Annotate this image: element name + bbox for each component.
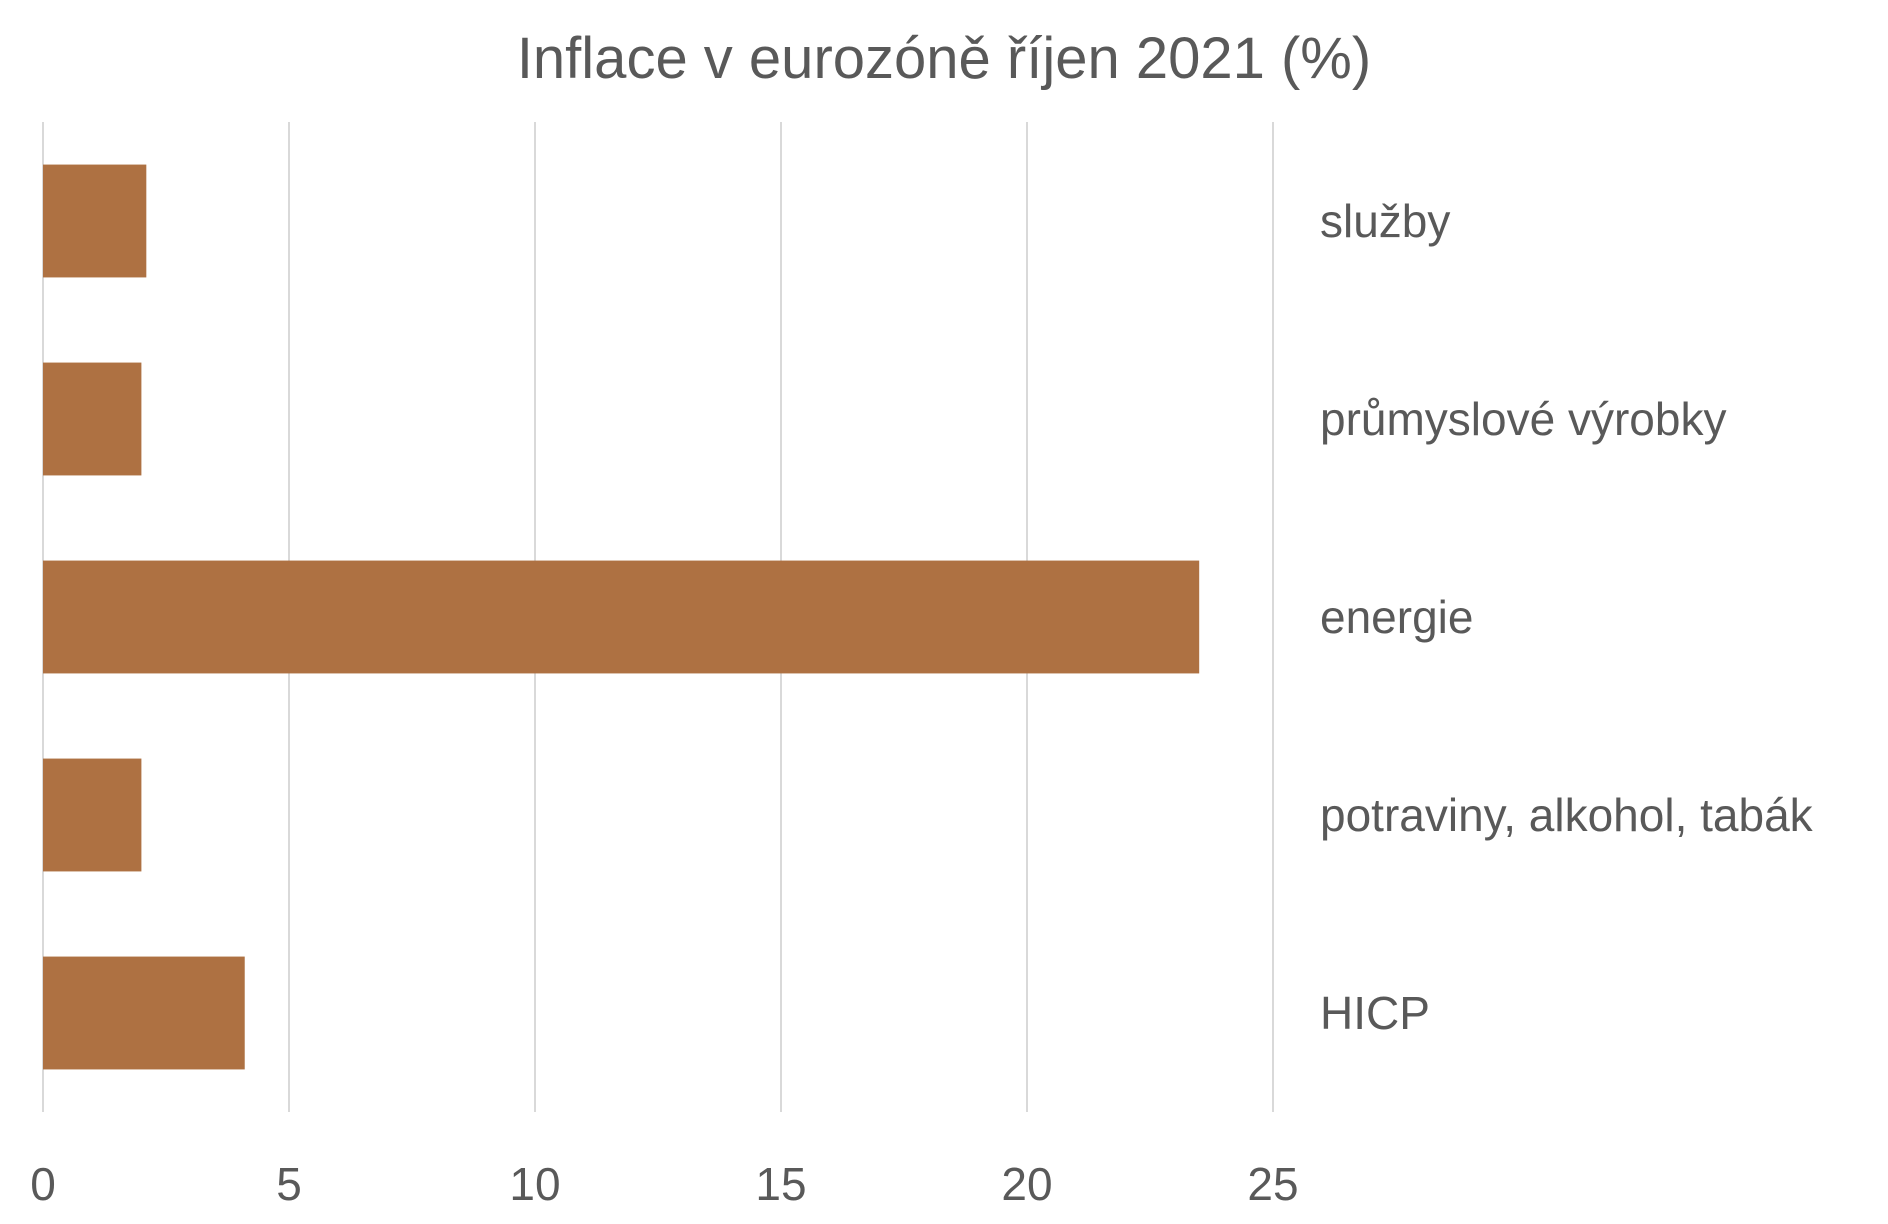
bar — [43, 164, 147, 278]
x-tick-label: 25 — [1247, 1158, 1298, 1210]
category-label: potraviny, alkohol, tabák — [1320, 789, 1814, 841]
category-label: HICP — [1320, 987, 1430, 1039]
x-axis-tick-labels: 0 5 10 15 20 25 — [30, 1158, 1298, 1210]
bars — [43, 164, 1200, 1070]
category-label: energie — [1320, 591, 1473, 643]
chart-title: Inflace v eurozóně říjen 2021 (%) — [517, 26, 1371, 91]
x-tick-label: 5 — [276, 1158, 302, 1210]
x-tick-label: 10 — [509, 1158, 560, 1210]
bar — [43, 362, 142, 476]
x-tick-label: 0 — [30, 1158, 56, 1210]
bar — [43, 560, 1200, 674]
category-label: služby — [1320, 195, 1450, 247]
x-tick-label: 20 — [1001, 1158, 1052, 1210]
category-labels: služby průmyslové výrobky energie potraviny… — [1320, 195, 1814, 1039]
bar — [43, 758, 142, 872]
x-tick-label: 15 — [755, 1158, 806, 1210]
category-label: průmyslové výrobky — [1320, 393, 1726, 445]
bar — [43, 956, 245, 1070]
